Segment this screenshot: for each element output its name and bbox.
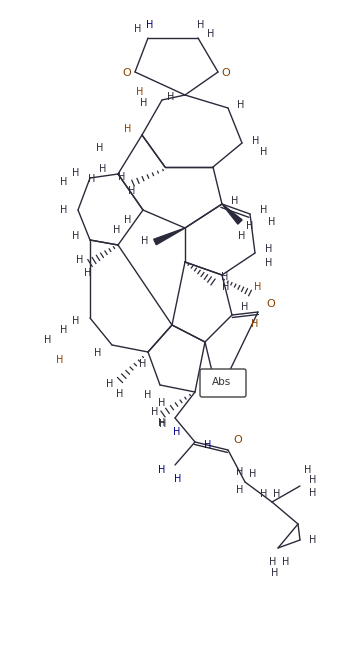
- Text: H: H: [56, 355, 64, 365]
- Text: H: H: [141, 236, 149, 246]
- Text: H: H: [197, 20, 205, 30]
- Text: O: O: [222, 68, 230, 78]
- Text: H: H: [44, 335, 52, 345]
- FancyBboxPatch shape: [200, 369, 246, 397]
- Text: H: H: [159, 419, 167, 429]
- Text: H: H: [273, 489, 281, 499]
- Text: H: H: [60, 177, 68, 187]
- Text: H: H: [222, 282, 230, 292]
- Text: H: H: [238, 231, 246, 241]
- Text: H: H: [139, 359, 147, 369]
- Text: H: H: [151, 407, 159, 417]
- Text: H: H: [236, 467, 244, 477]
- Text: H: H: [72, 316, 80, 326]
- Text: H: H: [265, 244, 273, 254]
- Text: H: H: [60, 325, 68, 335]
- Text: H: H: [128, 186, 136, 196]
- Text: H: H: [136, 87, 144, 97]
- Text: H: H: [252, 136, 260, 146]
- Text: H: H: [260, 147, 268, 157]
- Text: H: H: [84, 268, 92, 278]
- Text: H: H: [144, 390, 152, 400]
- Text: H: H: [134, 24, 142, 34]
- Text: H: H: [265, 258, 273, 268]
- Text: H: H: [207, 29, 215, 39]
- Text: O: O: [267, 299, 275, 309]
- Text: H: H: [269, 557, 277, 567]
- Text: H: H: [268, 217, 276, 227]
- Text: H: H: [94, 348, 102, 358]
- Text: H: H: [113, 225, 121, 235]
- Text: H: H: [231, 196, 239, 206]
- Text: H: H: [236, 485, 244, 495]
- Text: H: H: [76, 255, 84, 265]
- Text: H: H: [249, 469, 257, 479]
- Text: H: H: [173, 427, 181, 437]
- Text: H: H: [60, 205, 68, 215]
- Text: H: H: [146, 20, 154, 30]
- Text: H: H: [158, 398, 166, 408]
- Text: H: H: [260, 489, 268, 499]
- Text: H: H: [158, 465, 166, 475]
- Text: H: H: [254, 282, 262, 292]
- Text: H: H: [167, 92, 175, 102]
- Text: H: H: [106, 379, 114, 389]
- Text: H: H: [237, 100, 245, 110]
- Text: H: H: [204, 440, 212, 450]
- Text: H: H: [221, 272, 229, 282]
- Text: H: H: [282, 557, 290, 567]
- Text: H: H: [72, 168, 80, 178]
- Text: H: H: [271, 568, 279, 578]
- Text: Abs: Abs: [212, 377, 232, 387]
- Text: H: H: [241, 302, 249, 312]
- Text: H: H: [309, 535, 317, 545]
- Text: O: O: [234, 435, 242, 445]
- Text: H: H: [140, 98, 148, 108]
- Text: H: H: [72, 231, 80, 241]
- Text: H: H: [309, 488, 317, 498]
- Polygon shape: [154, 228, 185, 245]
- Text: H: H: [99, 164, 107, 174]
- Text: H: H: [88, 174, 96, 184]
- Text: H: H: [96, 143, 104, 153]
- Text: H: H: [116, 389, 124, 399]
- Text: H: H: [124, 124, 132, 134]
- Text: H: H: [174, 474, 182, 484]
- Polygon shape: [222, 204, 242, 224]
- Text: H: H: [260, 205, 268, 215]
- Text: H: H: [304, 465, 312, 475]
- Text: H: H: [246, 221, 254, 231]
- Text: H: H: [158, 418, 166, 428]
- Text: H: H: [309, 475, 317, 485]
- Text: H: H: [251, 319, 259, 329]
- Text: H: H: [118, 172, 126, 182]
- Text: O: O: [122, 68, 132, 78]
- Text: H: H: [124, 215, 132, 225]
